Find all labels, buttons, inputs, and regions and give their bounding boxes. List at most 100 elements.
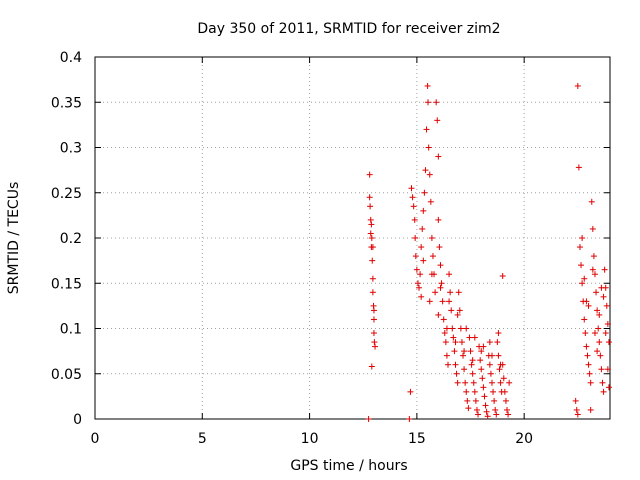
data-point xyxy=(588,198,595,205)
data-point xyxy=(464,397,471,404)
data-point xyxy=(483,408,490,415)
data-point xyxy=(478,348,485,355)
data-point xyxy=(428,235,435,241)
x-tick-label: 20 xyxy=(515,431,533,447)
data-point xyxy=(412,253,419,260)
data-point xyxy=(600,388,607,395)
data-point xyxy=(583,298,590,305)
data-point xyxy=(462,379,469,386)
data-point xyxy=(495,330,502,337)
data-point xyxy=(452,361,459,368)
data-point xyxy=(605,384,612,391)
data-point xyxy=(471,388,478,395)
data-point xyxy=(589,225,596,232)
data-point xyxy=(463,325,470,332)
data-point xyxy=(406,416,413,422)
data-point xyxy=(604,366,611,373)
data-point xyxy=(575,164,582,171)
axis-ticks: 0 5 10 15 20 0 0.05 0.1 0.15 0.2 0.25 0.3 0.35 0.4 xyxy=(51,50,610,447)
data-point xyxy=(587,406,594,413)
data-point xyxy=(438,280,445,287)
data-point xyxy=(504,406,510,413)
data-point xyxy=(484,413,491,420)
data-point xyxy=(407,388,414,395)
data-point xyxy=(418,293,425,300)
data-point xyxy=(576,244,583,251)
y-tick-label: 0.35 xyxy=(51,95,82,111)
data-point xyxy=(499,273,506,280)
data-point xyxy=(493,411,500,418)
data-point xyxy=(370,330,377,337)
data-point xyxy=(411,216,418,223)
data-point xyxy=(370,316,377,323)
data-point xyxy=(500,375,507,382)
data-point xyxy=(594,307,601,314)
data-point xyxy=(456,307,463,314)
data-point xyxy=(451,348,458,355)
data-point xyxy=(573,406,580,413)
x-tick-label: 0 xyxy=(91,431,100,447)
data-point xyxy=(428,271,435,278)
data-point xyxy=(583,343,590,350)
data-point xyxy=(367,203,374,210)
data-point xyxy=(591,271,598,278)
data-point xyxy=(481,393,488,400)
data-point xyxy=(463,388,470,395)
data-point xyxy=(412,235,419,241)
data-point xyxy=(446,298,453,305)
data-point xyxy=(468,361,475,368)
data-point xyxy=(473,406,480,413)
data-point xyxy=(422,167,429,174)
x-tick-label: 10 xyxy=(301,431,319,447)
y-tick-label: 0.4 xyxy=(60,50,82,66)
data-point xyxy=(505,411,512,418)
data-point xyxy=(596,311,603,318)
data-point xyxy=(366,171,373,178)
data-point xyxy=(594,348,601,355)
data-point xyxy=(465,405,472,412)
data-point xyxy=(598,366,605,373)
data-point xyxy=(579,280,586,287)
data-point xyxy=(601,266,608,273)
data-point xyxy=(478,366,485,373)
data-point xyxy=(585,361,592,368)
y-tick-label: 0 xyxy=(73,412,82,428)
data-point xyxy=(421,189,428,196)
data-point xyxy=(600,293,607,300)
data-point xyxy=(574,411,581,418)
y-tick-label: 0.1 xyxy=(60,322,82,338)
data-point xyxy=(595,325,602,332)
data-point xyxy=(426,171,433,178)
data-point xyxy=(482,402,489,409)
data-point xyxy=(597,352,604,359)
data-point xyxy=(432,289,439,296)
data-point xyxy=(449,325,456,332)
data-point xyxy=(424,82,431,89)
data-point xyxy=(429,253,436,260)
data-point xyxy=(488,379,495,386)
data-point xyxy=(444,361,451,368)
data-point xyxy=(443,352,450,359)
data-point xyxy=(458,339,465,346)
data-point xyxy=(453,370,460,377)
data-point xyxy=(435,153,442,160)
data-point xyxy=(450,334,457,341)
data-point xyxy=(414,280,421,287)
y-axis-label: SRMTID / TECUs xyxy=(6,182,22,295)
data-point xyxy=(603,302,610,309)
data-point xyxy=(486,339,493,346)
data-point xyxy=(442,339,449,346)
data-point xyxy=(370,307,377,314)
data-point xyxy=(441,330,448,337)
data-point xyxy=(437,262,444,269)
data-point xyxy=(454,311,461,318)
data-point xyxy=(572,397,579,404)
data-point xyxy=(434,117,441,124)
data-point xyxy=(479,375,486,382)
data-point xyxy=(480,343,487,350)
data-point xyxy=(368,221,375,228)
y-tick-label: 0.2 xyxy=(60,231,82,247)
data-point xyxy=(466,334,473,341)
data-point xyxy=(501,388,508,395)
